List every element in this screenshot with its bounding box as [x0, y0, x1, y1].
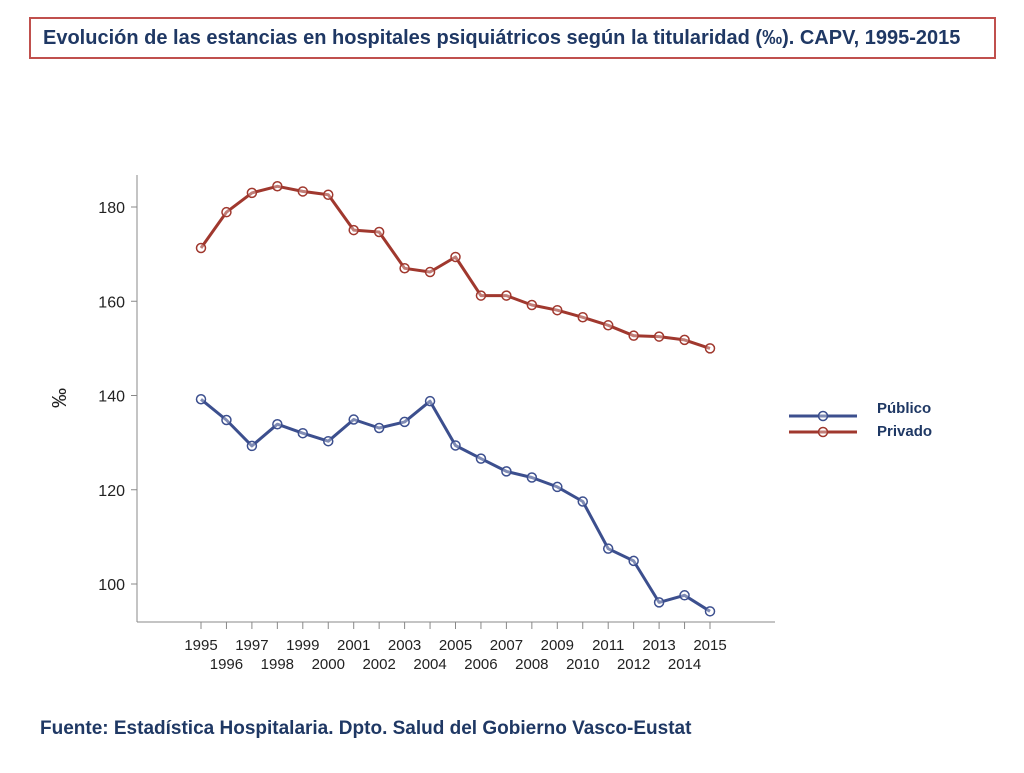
data-point	[399, 416, 410, 428]
data-point	[704, 606, 716, 617]
data-point	[501, 290, 512, 301]
data-point	[424, 395, 436, 407]
legend-marker	[817, 410, 829, 422]
data-point	[195, 394, 207, 405]
x-tick-label: 2010	[566, 656, 599, 673]
data-point	[602, 320, 614, 331]
legend-marker	[817, 426, 829, 438]
data-point	[602, 543, 614, 554]
data-point	[577, 496, 588, 507]
data-point	[653, 331, 665, 342]
series-line-publico	[200, 398, 711, 613]
x-tick-label: 2007	[490, 637, 523, 654]
x-tick-label: 2008	[515, 656, 548, 673]
data-point	[475, 290, 487, 301]
x-tick-label: 2012	[617, 656, 650, 673]
data-point	[526, 299, 538, 311]
data-point	[195, 242, 207, 254]
source-note: Fuente: Estadística Hospitalaria. Dpto. …	[40, 718, 692, 739]
x-tick-label: 2002	[362, 656, 395, 673]
data-point	[221, 414, 232, 426]
x-tick-label: 2003	[388, 637, 421, 654]
data-point	[552, 304, 563, 316]
x-tick-label: 2015	[693, 637, 726, 654]
x-tick-label: 2013	[642, 637, 675, 654]
data-point	[348, 414, 359, 425]
data-point	[373, 226, 385, 238]
x-tick-label: 2011	[592, 637, 624, 654]
data-point	[552, 481, 563, 493]
data-point	[679, 334, 690, 346]
data-point	[628, 330, 639, 341]
chart-title: Evolución de las estancias en hospitales…	[43, 26, 961, 49]
x-tick-label: 1997	[235, 637, 268, 654]
data-point	[475, 453, 487, 464]
data-point	[323, 189, 334, 200]
data-point	[272, 181, 283, 192]
data-point	[653, 597, 665, 608]
data-point	[679, 590, 690, 601]
data-point	[526, 472, 538, 483]
x-tick-label: 2000	[312, 656, 345, 673]
data-point	[297, 427, 309, 439]
data-point	[628, 555, 639, 567]
y-tick-label: 120	[98, 483, 125, 500]
y-tick-label: 160	[98, 294, 125, 311]
x-tick-label: 2005	[439, 637, 472, 654]
data-point	[272, 418, 283, 430]
legend-label: Público	[877, 400, 931, 417]
x-tick-label: 1999	[286, 637, 319, 654]
data-point	[704, 343, 716, 354]
data-point	[297, 186, 309, 197]
data-point	[246, 440, 258, 452]
data-point	[501, 466, 512, 477]
data-point	[577, 312, 588, 323]
x-tick-label: 2004	[413, 656, 446, 673]
data-point	[373, 422, 385, 434]
data-point	[450, 251, 461, 263]
x-tick-label: 1995	[184, 637, 217, 654]
data-point	[246, 187, 258, 199]
data-point	[424, 266, 436, 278]
legend-label: Privado	[877, 423, 932, 440]
data-point	[323, 435, 334, 447]
y-tick-label: 180	[98, 200, 125, 217]
x-tick-label: 2006	[464, 656, 497, 673]
x-tick-label: 2001	[337, 637, 370, 654]
x-tick-label: 1996	[210, 656, 243, 673]
series-line-privado	[199, 184, 711, 350]
y-tick-label: 140	[98, 389, 125, 406]
data-point	[399, 263, 410, 274]
data-point	[348, 224, 359, 236]
x-tick-label: 1998	[261, 656, 294, 673]
title-box: Evolución de las estancias en hospitales…	[29, 17, 996, 59]
x-tick-label: 2009	[541, 637, 574, 654]
x-tick-label: 2014	[668, 656, 701, 673]
data-point	[221, 206, 232, 218]
data-point	[450, 440, 461, 451]
y-axis-label: ‰	[49, 388, 71, 408]
y-tick-label: 100	[98, 577, 125, 594]
